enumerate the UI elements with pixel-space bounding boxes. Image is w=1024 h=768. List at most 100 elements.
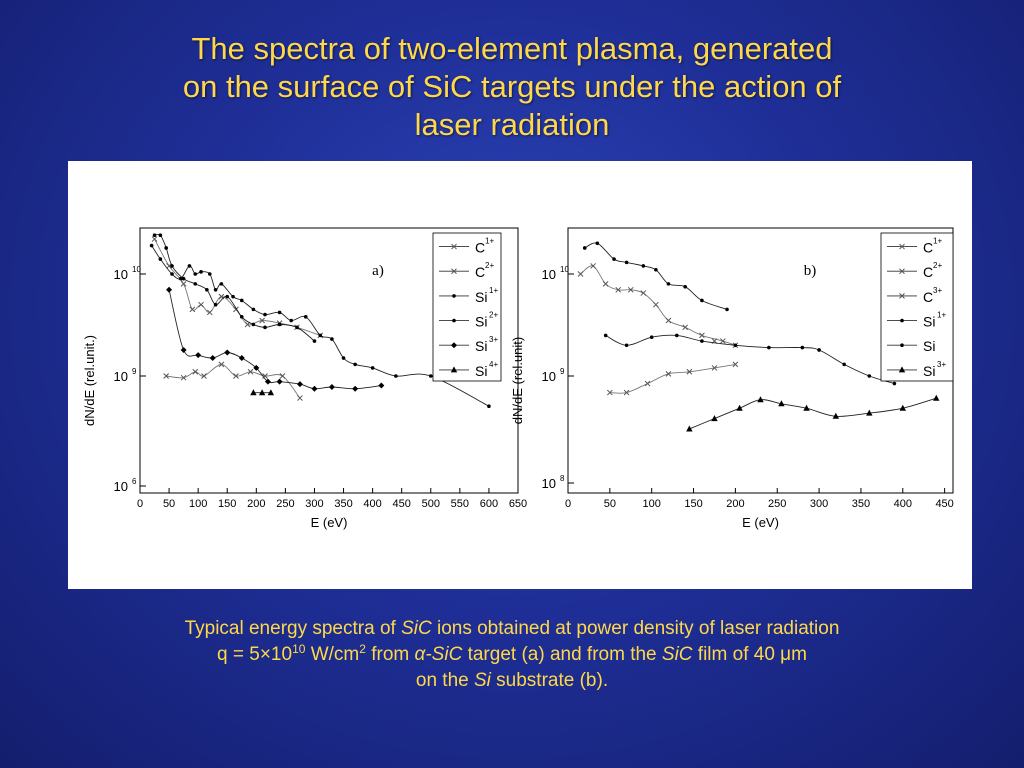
- chart-a: 0 50 100 150 200 250 300 350 400 450 500 550 600 650 1…: [82, 227, 527, 530]
- legend-label: Si: [923, 314, 935, 330]
- data-point: [151, 236, 158, 242]
- x-tick-label: 550: [451, 498, 469, 510]
- data-point: [251, 322, 256, 327]
- chart-b: 0 50 100 150 200 250 300 350 400 450 10 8 10 9 10 10 E (…: [510, 227, 954, 530]
- data-point: [195, 352, 202, 359]
- x-tick-label: 650: [509, 498, 527, 510]
- data-point: [892, 381, 897, 386]
- legend-marker: [450, 366, 458, 373]
- y-tick-label: 10: [114, 479, 128, 494]
- data-point: [665, 317, 672, 324]
- series-line: [154, 238, 321, 336]
- data-point: [258, 389, 266, 396]
- data-point: [247, 368, 254, 375]
- x-tick-label: 250: [276, 498, 294, 510]
- data-point: [711, 415, 718, 422]
- data-point: [800, 345, 805, 350]
- data-point: [686, 425, 693, 432]
- data-point: [683, 284, 687, 289]
- data-point: [352, 385, 359, 392]
- data-point: [866, 409, 873, 416]
- caption-sic: SiC: [401, 618, 432, 639]
- y-tick-exponent: 6: [132, 477, 137, 486]
- caption-text: W/cm: [305, 644, 360, 665]
- legend-label: Si: [923, 338, 935, 354]
- data-point: [682, 324, 689, 331]
- data-point: [207, 272, 212, 276]
- legend-marker: [900, 318, 904, 323]
- x-tick-label: 300: [305, 498, 323, 510]
- data-point: [239, 298, 244, 303]
- caption-text: Typical energy spectra of: [184, 618, 402, 639]
- caption-alpha-sic: α-SiC: [414, 644, 463, 665]
- x-tick-label: 400: [894, 498, 912, 510]
- caption-text: ions obtained at power density of laser …: [431, 618, 840, 639]
- series-line: [689, 397, 937, 430]
- data-point: [370, 366, 375, 370]
- caption-line-2: q = 5×1010 W/cm2 from α-SiC target (a) a…: [40, 642, 984, 668]
- x-tick-label: 0: [565, 498, 571, 510]
- data-point: [665, 370, 672, 377]
- data-point: [612, 257, 616, 261]
- data-point: [595, 241, 600, 246]
- data-point: [193, 282, 198, 286]
- data-point: [700, 298, 704, 303]
- data-point: [842, 362, 846, 367]
- data-point: [180, 281, 187, 287]
- legend-marker: [451, 243, 457, 250]
- data-point: [277, 310, 282, 315]
- y-axis-label: dN/dE (rel.unit.): [82, 335, 97, 426]
- data-point: [899, 404, 906, 411]
- data-point: [264, 378, 271, 385]
- data-point: [733, 343, 738, 348]
- series-line: [584, 242, 728, 310]
- data-point: [653, 301, 659, 308]
- panel-label: a): [372, 263, 384, 279]
- data-point: [164, 246, 168, 250]
- legend-charge: 4+: [489, 360, 498, 369]
- data-point: [198, 301, 204, 308]
- legend-label: Si: [475, 314, 487, 330]
- legend-label: C: [923, 289, 933, 305]
- caption-text: on the: [415, 670, 474, 691]
- series-line: [605, 334, 895, 385]
- data-point: [170, 264, 174, 268]
- data-point: [180, 374, 187, 381]
- data-point: [686, 368, 693, 375]
- caption-text: q = 5×10: [217, 644, 293, 665]
- series-line: [580, 265, 736, 346]
- data-point: [259, 317, 265, 324]
- data-point: [263, 325, 267, 330]
- caption-text: film of 40 μm: [692, 644, 807, 665]
- series-si1plus: [149, 243, 491, 409]
- plot-frame: [139, 227, 519, 494]
- data-point: [602, 281, 609, 287]
- data-point: [311, 385, 318, 392]
- x-tick-label: 350: [852, 498, 870, 510]
- data-point: [267, 389, 275, 396]
- data-point: [297, 395, 303, 401]
- slide-title: The spectra of two-element plasma, gener…: [60, 30, 964, 144]
- data-point: [757, 396, 764, 403]
- data-point: [719, 338, 726, 344]
- series-line: [609, 363, 736, 394]
- legend-marker: [451, 342, 457, 349]
- caption-line-1: Typical energy spectra of SiC ions obtai…: [40, 616, 984, 642]
- caption-exponent: 10: [292, 642, 306, 656]
- y-tick-exponent: 10: [132, 265, 141, 274]
- data-point: [253, 364, 260, 371]
- caption-si: Si: [473, 670, 491, 691]
- data-point: [276, 378, 283, 385]
- data-point: [312, 339, 317, 343]
- x-tick-label: 250: [768, 498, 786, 510]
- data-point: [225, 294, 230, 299]
- legend-charge: 1+: [937, 311, 946, 320]
- caption-exponent: 2: [359, 642, 366, 656]
- series-c1plus: [577, 263, 739, 349]
- y-tick-label: 10: [542, 369, 556, 384]
- x-tick-label: 150: [218, 498, 236, 510]
- data-point: [277, 322, 282, 327]
- data-point: [318, 333, 323, 338]
- data-point: [606, 389, 613, 396]
- data-point: [590, 263, 596, 269]
